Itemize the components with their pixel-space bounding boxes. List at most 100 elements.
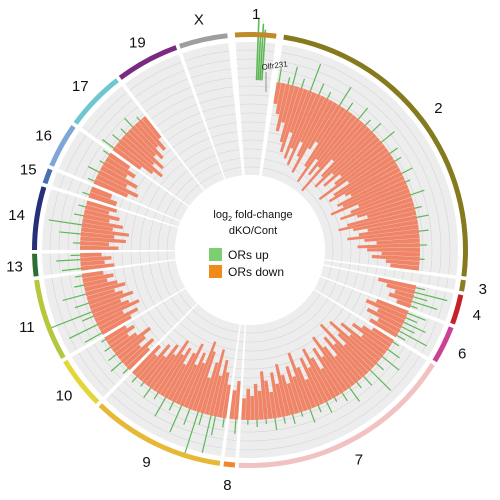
bar-down-7-39 — [241, 398, 247, 420]
grid-ring — [130, 252, 133, 265]
bar-down-2-43 — [338, 210, 417, 232]
bar-up-9-16 — [153, 392, 159, 400]
bar-up-2-9 — [318, 83, 325, 95]
chromosome-19 — [118, 45, 178, 80]
grid-ring — [131, 266, 148, 310]
grid-ring — [234, 376, 242, 378]
grid-ring — [157, 223, 163, 251]
legend-down-swatch — [209, 265, 222, 278]
bar-down-10-6 — [109, 333, 130, 350]
bar-up-7-10 — [363, 375, 373, 386]
bar-up-2-29 — [389, 147, 399, 154]
bar-down-2-41 — [366, 201, 415, 219]
bar-up-14-7 — [73, 213, 84, 217]
grid-ring — [192, 309, 239, 333]
grid-ring — [208, 122, 237, 130]
chromosome-15 — [42, 168, 53, 185]
grid-ring — [236, 358, 243, 361]
olfr231-peak-bar-3 — [257, 35, 262, 81]
grid-ring — [196, 86, 233, 96]
bar-down-7-28 — [280, 374, 295, 416]
svg-text:log2 fold-change: log2 fold-change — [213, 209, 292, 223]
bar-down-11-5 — [90, 298, 122, 314]
bar-down-7-34 — [259, 371, 269, 420]
bar-down-9-21 — [138, 343, 171, 382]
chromosome-label-6: 6 — [458, 345, 466, 362]
bar-up-6-3 — [401, 326, 415, 334]
bar-down-17-4 — [124, 132, 164, 170]
grid-ring — [127, 201, 132, 211]
bar-down-2-40 — [356, 197, 413, 218]
grid-ring — [138, 141, 166, 170]
chromosome-3 — [459, 279, 466, 292]
bar-up-2-14 — [339, 86, 352, 106]
track-sector-X — [182, 43, 243, 180]
bar-down-2-27 — [334, 144, 386, 186]
bar-down-7-32 — [269, 391, 278, 419]
track-sector-3 — [323, 260, 456, 290]
grid-ring — [244, 166, 261, 168]
grid-ring — [231, 403, 240, 405]
bar-down-17-7 — [134, 122, 159, 149]
bar-down-4-2 — [394, 289, 415, 299]
grid-ring — [73, 140, 94, 176]
bar-down-4-0 — [377, 277, 417, 290]
bar-down-11-1 — [98, 307, 139, 331]
bar-down-9-17 — [152, 340, 190, 392]
grid-ring — [239, 103, 268, 106]
grid-ring — [93, 343, 122, 379]
grid-ring — [78, 352, 109, 392]
grid-ring — [242, 327, 375, 397]
bar-down-14-9 — [85, 204, 110, 215]
bar-down-16-4 — [102, 161, 128, 179]
grid-ring — [183, 146, 213, 163]
bar-down-2-44 — [352, 215, 418, 232]
title-line2: dKO/Cont — [229, 225, 277, 237]
bar-down-2-28 — [318, 147, 389, 201]
grid-ring — [67, 253, 70, 273]
bar-down-9-9 — [183, 362, 206, 409]
chromosome-labels: 1 2 3 4 6 7 8 9 10 11 13 14 15 16 17 19 X — [6, 6, 487, 494]
bar-down-6-2 — [376, 308, 405, 325]
grid-ring — [225, 448, 237, 450]
bar-up-4-0 — [415, 287, 426, 291]
grid-ring — [167, 261, 179, 292]
bar-down-7-30 — [275, 383, 286, 418]
bar-down-17-0 — [112, 146, 142, 170]
bar-down-10-8 — [104, 325, 127, 342]
chromosome-label-15: 15 — [20, 161, 37, 178]
grid-ring — [202, 104, 235, 113]
bar-down-2-38 — [350, 188, 410, 214]
grid-ring — [78, 274, 101, 337]
bar-down-11-11 — [83, 278, 108, 288]
bar-up-6-5 — [396, 334, 406, 341]
grid-ring — [163, 301, 179, 322]
grid-ring — [331, 261, 333, 266]
bar-down-7-20 — [307, 366, 329, 403]
chromosome-13 — [32, 253, 39, 277]
bar-down-2-42 — [347, 206, 416, 227]
grid-ring — [170, 297, 186, 316]
grid-ring — [344, 270, 350, 285]
bar-up-13-0 — [61, 267, 82, 272]
grid-ring — [139, 251, 142, 264]
grid-ring — [243, 157, 262, 159]
bar-up-2-0 — [278, 68, 282, 83]
grid-ring — [102, 191, 107, 203]
bar-down-2-52 — [381, 251, 420, 257]
grid-ring — [232, 394, 240, 396]
bar-down-14-7 — [83, 213, 110, 223]
grid-ring — [147, 311, 167, 335]
grid-ring — [165, 197, 175, 215]
bar-down-15-0 — [88, 191, 118, 207]
chromosome-label-2: 2 — [434, 100, 442, 117]
bar-up-9-2 — [210, 416, 216, 436]
grid-ring — [242, 139, 264, 142]
grid-ring — [134, 70, 185, 98]
bar-down-13-2 — [80, 256, 112, 262]
bar-up-2-39 — [410, 189, 425, 196]
bar-up-2-7 — [309, 63, 322, 92]
bar-down-2-8 — [290, 91, 317, 149]
bar-down-2-51 — [367, 247, 421, 252]
bar-up-16-0 — [87, 177, 95, 182]
